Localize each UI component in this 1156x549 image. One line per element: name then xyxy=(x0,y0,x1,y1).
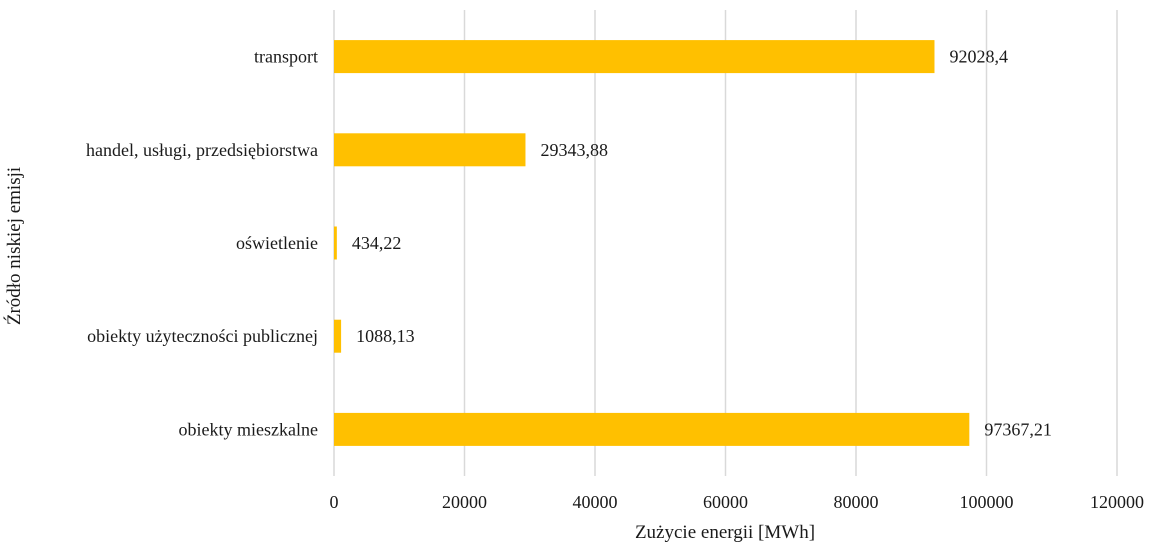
bar xyxy=(334,40,935,74)
data-label: 1088,13 xyxy=(356,326,415,346)
x-tick-labels: 0 20000 40000 60000 80000 100000 120000 xyxy=(330,492,1145,512)
x-tick-label: 60000 xyxy=(703,492,748,512)
x-tick-label: 40000 xyxy=(573,492,618,512)
bar xyxy=(334,226,337,260)
x-tick-label: 100000 xyxy=(960,492,1014,512)
data-label: 29343,88 xyxy=(540,140,608,160)
data-labels: 92028,4 29343,88 434,22 1088,13 97367,21 xyxy=(352,47,1052,440)
category-label: transport xyxy=(254,47,318,67)
x-tick-label: 120000 xyxy=(1090,492,1144,512)
category-label: obiekty użyteczności publicznej xyxy=(87,326,318,346)
data-label: 434,22 xyxy=(352,233,402,253)
bar xyxy=(334,319,342,353)
bar xyxy=(334,412,970,446)
category-label: obiekty mieszkalne xyxy=(179,419,318,439)
category-label: oświetlenie xyxy=(236,233,318,253)
y-axis-title: Źródło niskiej emisji xyxy=(3,167,25,325)
category-labels: transport handel, usługi, przedsiębiorstw… xyxy=(86,47,318,440)
category-label: handel, usługi, przedsiębiorstwa xyxy=(86,140,318,160)
data-label: 92028,4 xyxy=(949,47,1008,67)
bar xyxy=(334,133,526,167)
gridlines xyxy=(333,10,1118,476)
data-label: 97367,21 xyxy=(984,419,1052,439)
bars xyxy=(334,40,970,446)
x-tick-label: 80000 xyxy=(834,492,879,512)
x-tick-label: 20000 xyxy=(442,492,487,512)
x-tick-label: 0 xyxy=(330,492,339,512)
x-axis-title: Zużycie energii [MWh] xyxy=(635,522,815,543)
